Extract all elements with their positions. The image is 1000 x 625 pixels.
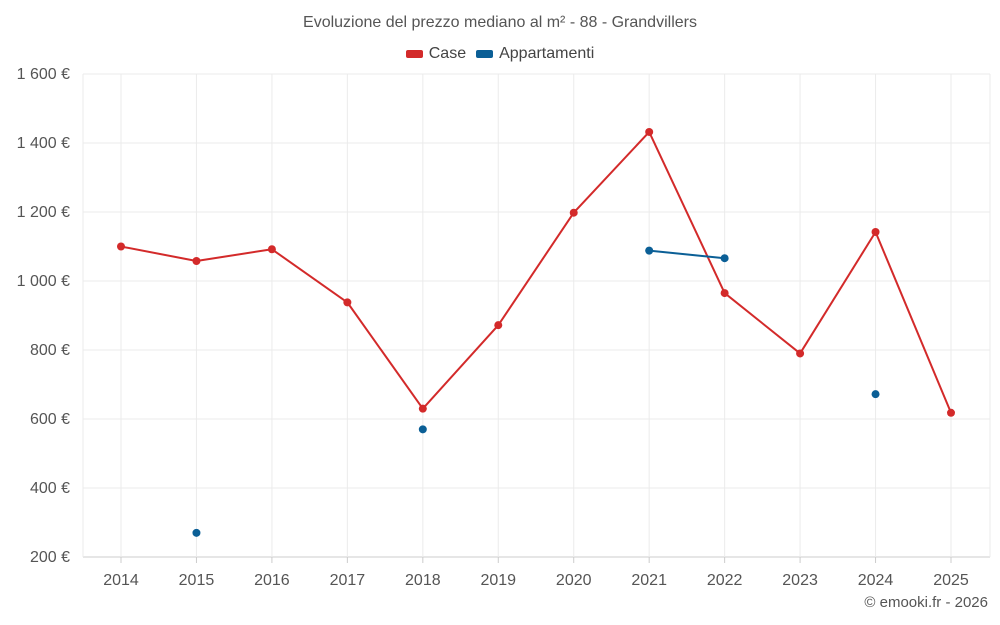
data-point-appartamenti	[720, 254, 729, 263]
data-point-case	[418, 404, 427, 413]
data-point-appartamenti	[645, 246, 654, 255]
y-tick-label: 400 €	[30, 480, 70, 497]
series-line-case	[497, 212, 575, 326]
x-tick-label: 2025	[933, 572, 969, 589]
y-tick-label: 1 200 €	[17, 204, 70, 221]
legend-item-case[interactable]: Case	[405, 45, 467, 63]
y-tick-label: 200 €	[30, 549, 70, 566]
legend-swatch-appartamenti	[476, 50, 494, 58]
data-point-case	[267, 245, 276, 254]
series-line-case	[799, 231, 877, 354]
y-tick-label: 600 €	[30, 411, 70, 428]
x-tick-label: 2023	[782, 572, 818, 589]
y-tick-label: 1 400 €	[17, 135, 70, 152]
series-line-case	[120, 245, 197, 262]
data-point-appartamenti	[418, 425, 427, 434]
data-point-case	[871, 228, 880, 237]
series-line-case	[196, 248, 273, 262]
series-line-case	[572, 131, 650, 214]
data-point-case	[192, 256, 201, 265]
x-tick-label: 2024	[858, 572, 894, 589]
legend-swatch-case	[405, 50, 423, 58]
x-tick-label: 2020	[556, 572, 592, 589]
series-line-case	[422, 324, 500, 410]
y-tick-label: 800 €	[30, 342, 70, 359]
x-tick-label: 2022	[707, 572, 743, 589]
data-point-appartamenti	[192, 528, 201, 537]
x-tick-label: 2014	[103, 572, 139, 589]
data-point-case	[796, 349, 805, 358]
data-point-case	[645, 127, 654, 136]
data-point-case	[117, 242, 125, 251]
data-point-appartamenti	[871, 390, 880, 399]
series-line-case	[271, 248, 348, 304]
x-tick-label: 2016	[254, 572, 290, 589]
credit-text: © emooki.fr - 2026	[864, 594, 988, 611]
data-point-case	[947, 408, 955, 417]
y-tick-label: 1 600 €	[17, 66, 70, 83]
y-tick-label: 1 000 €	[17, 273, 70, 290]
chart-title: Evoluzione del prezzo mediano al m² - 88…	[303, 14, 697, 31]
series-line-case	[724, 292, 801, 355]
x-tick-label: 2018	[405, 572, 441, 589]
legend-label-case: Case	[428, 45, 467, 62]
x-tick-label: 2017	[330, 572, 366, 589]
series-line-case	[346, 301, 424, 410]
legend-label-appartamenti: Appartamenti	[499, 45, 595, 62]
x-tick-label: 2021	[631, 572, 667, 589]
legend-item-appartamenti[interactable]: Appartamenti	[476, 45, 594, 63]
x-tick-label: 2019	[480, 572, 516, 589]
legend: Case Appartamenti	[0, 45, 1000, 63]
data-point-case	[494, 321, 503, 330]
series-line-appartamenti	[649, 249, 725, 260]
data-point-case	[720, 289, 729, 298]
x-tick-label: 2015	[179, 572, 215, 589]
series-line-case	[648, 131, 726, 294]
data-point-case	[569, 208, 578, 217]
data-point-case	[343, 298, 352, 307]
series-line-case	[874, 231, 952, 414]
